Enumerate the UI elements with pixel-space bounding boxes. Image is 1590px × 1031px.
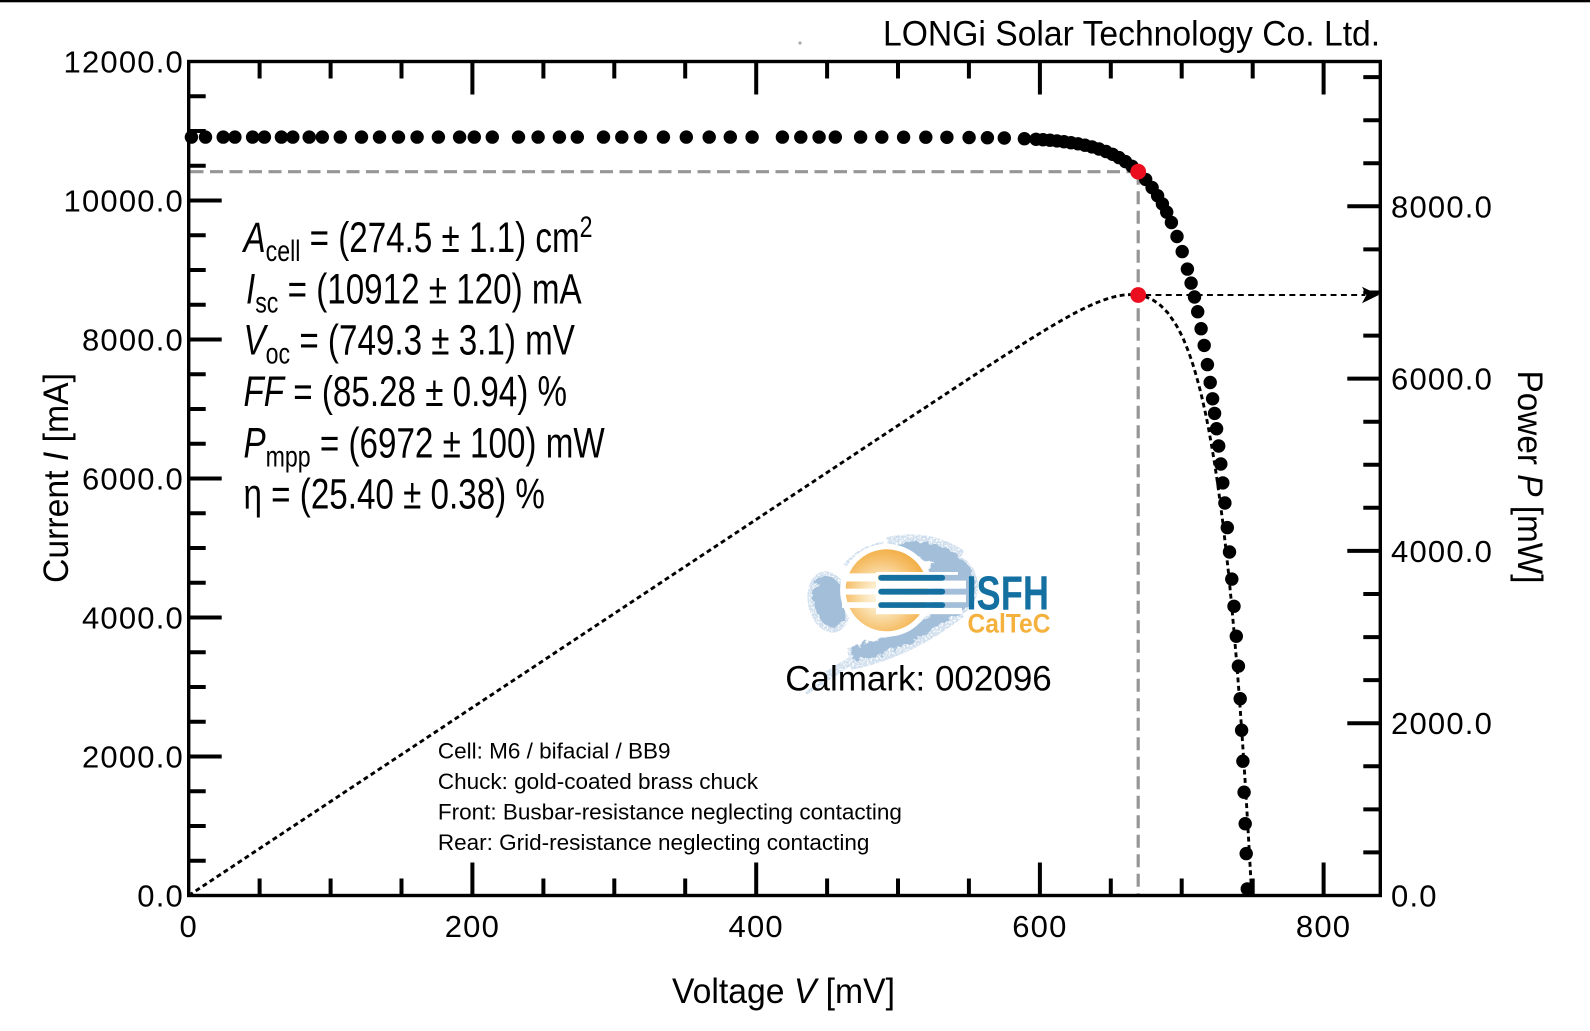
- svg-text:Voc = (749.3 ± 3.1) mV: Voc = (749.3 ± 3.1) mV: [244, 317, 576, 371]
- svg-text:0.0: 0.0: [1391, 879, 1438, 914]
- svg-text:6000.0: 6000.0: [1391, 362, 1493, 397]
- svg-text:Power P [mW]: Power P [mW]: [1510, 371, 1549, 584]
- svg-text:4000.0: 4000.0: [82, 601, 184, 636]
- svg-text:Voltage V [mV]: Voltage V [mV]: [672, 972, 895, 1011]
- svg-text:2000.0: 2000.0: [1391, 706, 1493, 741]
- svg-text:η = (25.40 ± 0.38) %: η = (25.40 ± 0.38) %: [244, 471, 545, 519]
- svg-text:800: 800: [1296, 909, 1351, 944]
- svg-text:Current I [mA]: Current I [mA]: [37, 373, 76, 583]
- svg-text:12000.0: 12000.0: [64, 45, 184, 80]
- svg-text:400: 400: [729, 909, 784, 944]
- svg-text:Isc = (10912 ± 120) mA: Isc = (10912 ± 120) mA: [246, 265, 582, 319]
- svg-text:Pmpp = (6972 ± 100) mW: Pmpp = (6972 ± 100) mW: [244, 419, 606, 473]
- svg-text:Rear: Grid-resistance neglecti: Rear: Grid-resistance neglecting contact…: [438, 830, 869, 855]
- svg-text:FF = (85.28 ± 0.94) %: FF = (85.28 ± 0.94) %: [244, 368, 568, 416]
- svg-text:Calmark: 002096: Calmark: 002096: [785, 660, 1052, 699]
- svg-text:ISFH: ISFH: [967, 566, 1050, 620]
- svg-text:4000.0: 4000.0: [1391, 534, 1493, 569]
- svg-text:Chuck: gold-coated brass chuck: Chuck: gold-coated brass chuck: [438, 769, 759, 794]
- svg-text:6000.0: 6000.0: [82, 462, 184, 497]
- svg-text:0.0: 0.0: [137, 879, 184, 914]
- svg-text:8000.0: 8000.0: [82, 323, 184, 358]
- svg-text:10000.0: 10000.0: [64, 184, 184, 219]
- svg-text:600: 600: [1012, 909, 1067, 944]
- svg-text:0: 0: [179, 909, 197, 944]
- svg-text:Cell: M6 / bifacial / BB9: Cell: M6 / bifacial / BB9: [438, 739, 671, 764]
- svg-text:LONGi Solar Technology Co. Ltd: LONGi Solar Technology Co. Ltd.: [883, 15, 1380, 54]
- svg-text:CalTeC: CalTeC: [968, 609, 1051, 639]
- svg-text:Acell = (274.5 ± 1.1) cm2: Acell = (274.5 ± 1.1) cm2: [242, 210, 593, 268]
- svg-text:2000.0: 2000.0: [82, 740, 184, 775]
- svg-text:200: 200: [445, 909, 500, 944]
- svg-text:8000.0: 8000.0: [1391, 189, 1493, 224]
- svg-text:Front: Busbar-resistance negle: Front: Busbar-resistance neglecting cont…: [438, 799, 902, 824]
